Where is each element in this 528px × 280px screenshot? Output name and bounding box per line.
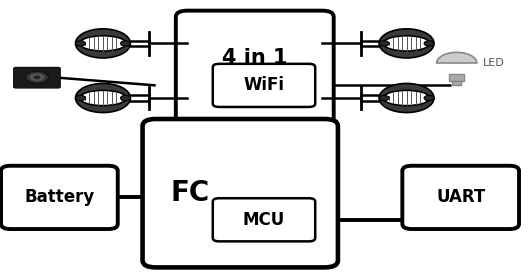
Circle shape	[424, 95, 434, 101]
FancyBboxPatch shape	[143, 119, 338, 267]
Text: Battery: Battery	[24, 188, 95, 206]
FancyBboxPatch shape	[176, 11, 334, 129]
Circle shape	[120, 41, 130, 46]
Text: FC: FC	[171, 179, 210, 207]
Bar	[449, 74, 464, 81]
Circle shape	[25, 71, 49, 83]
FancyBboxPatch shape	[213, 64, 315, 107]
Circle shape	[33, 76, 41, 79]
Circle shape	[379, 29, 434, 58]
Circle shape	[379, 83, 434, 113]
Circle shape	[76, 95, 86, 101]
Circle shape	[120, 95, 130, 101]
Ellipse shape	[80, 90, 126, 106]
Circle shape	[76, 41, 86, 46]
Wedge shape	[437, 52, 477, 63]
Text: 4 in 1
ESC: 4 in 1 ESC	[222, 48, 288, 92]
Text: LED: LED	[483, 58, 505, 68]
FancyBboxPatch shape	[14, 67, 60, 88]
Text: UART: UART	[436, 188, 485, 206]
Text: WiFi: WiFi	[243, 76, 285, 94]
Circle shape	[424, 41, 434, 46]
Text: MCU: MCU	[243, 211, 285, 229]
Circle shape	[76, 29, 130, 58]
Circle shape	[30, 73, 44, 81]
Bar	[452, 81, 461, 85]
FancyBboxPatch shape	[213, 198, 315, 241]
Ellipse shape	[383, 90, 430, 106]
FancyBboxPatch shape	[1, 166, 118, 229]
FancyBboxPatch shape	[402, 166, 519, 229]
Circle shape	[379, 95, 389, 101]
Ellipse shape	[80, 36, 126, 51]
Circle shape	[379, 41, 389, 46]
Circle shape	[76, 83, 130, 113]
Ellipse shape	[383, 36, 430, 51]
